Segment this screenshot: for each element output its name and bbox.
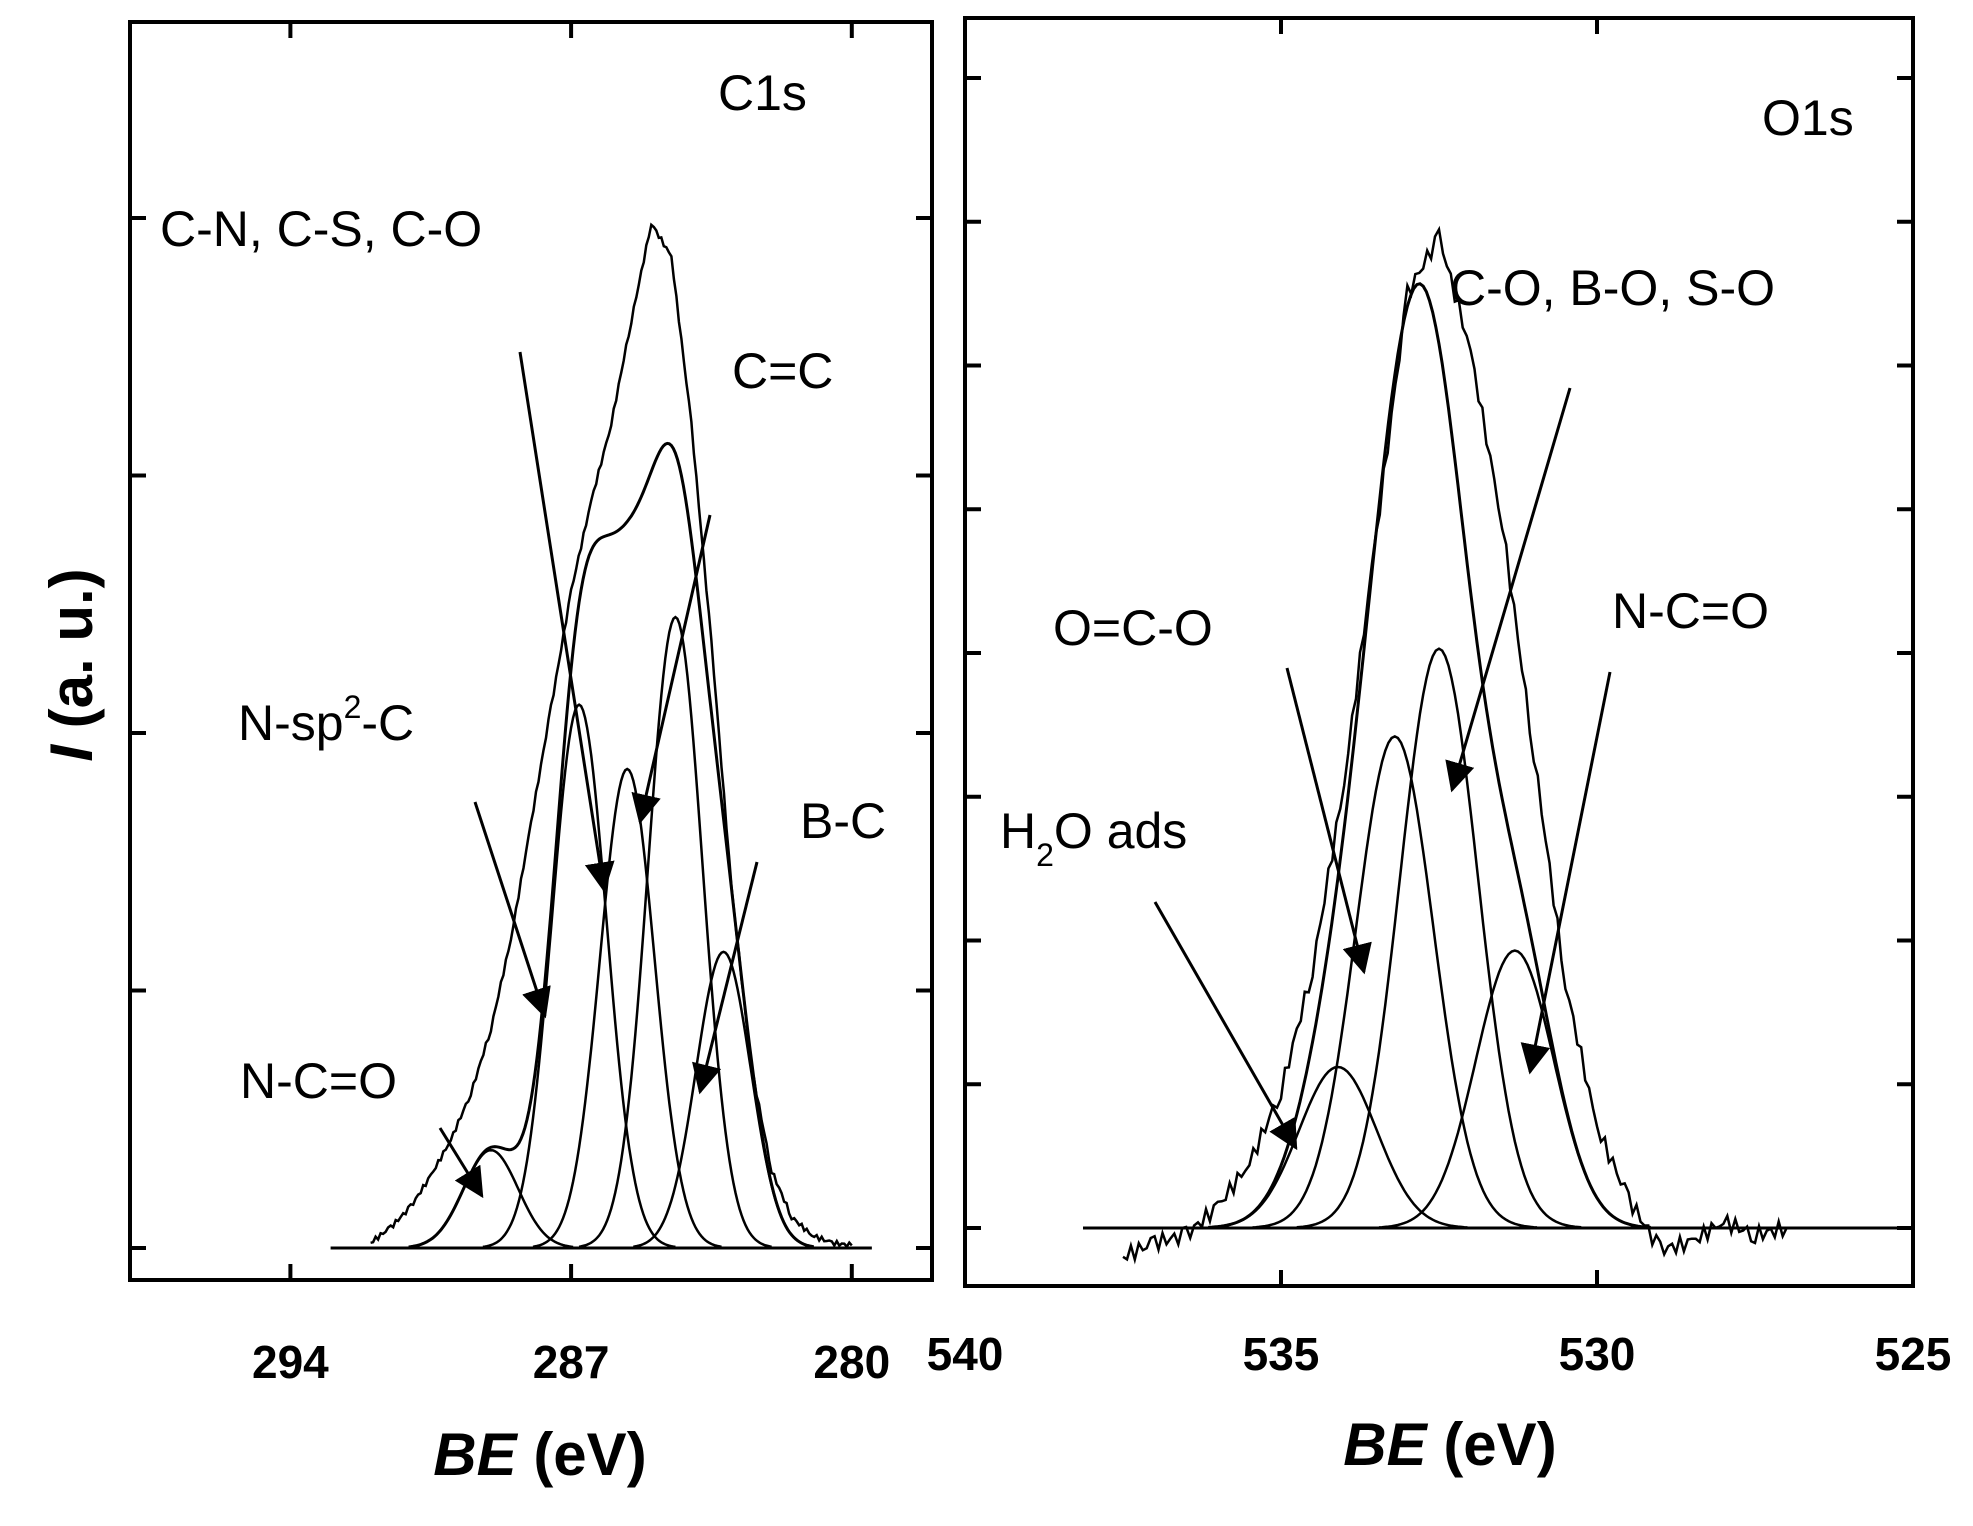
c1s-experimental-curve (370, 222, 853, 1249)
o1s-experimental-curve (1122, 225, 1788, 1265)
o1s-arrow-h2o-ads (1153, 901, 1298, 1151)
c1s-annotation-n-c-o: N-C=O (240, 1053, 397, 1109)
c1s-x-ticks (288, 22, 854, 1280)
c1s-panel-label: C1s (718, 65, 807, 121)
c1s-arrow-n-sp2-c (473, 801, 551, 1019)
c1s-x-tick-labels: 294 287 280 (252, 1336, 890, 1388)
o1s-arrow-o-c-o (1285, 667, 1372, 975)
o1s-x-ticks (963, 18, 1915, 1286)
y-axis-title: I (a. u.) (38, 568, 105, 761)
c1s-arrow-n-c-o (438, 1127, 484, 1199)
o1s-x-tick-label: 525 (1875, 1328, 1952, 1380)
o1s-panel-label: O1s (1762, 90, 1854, 146)
c1s-component-curve (532, 767, 722, 1249)
o1s-x-tick-label: 530 (1559, 1328, 1636, 1380)
c1s-annotation-c-equals-c: C=C (732, 343, 833, 399)
c1s-annotation-b-c: B-C (800, 793, 886, 849)
c1s-component-curve (408, 1148, 574, 1249)
c1s-x-tick-label: 280 (813, 1336, 890, 1388)
c1s-arrow-c-n-c-s-c-o (518, 351, 615, 893)
o1s-panel: 540 535 530 525 O1s C-O, B-O, S-O O=C-O N-C… (927, 16, 1952, 1478)
o1s-x-tick-label: 535 (1243, 1328, 1320, 1380)
c1s-panel: 294 287 280 C1s C-N, C-S, C-O C=C N-sp2-C … (128, 20, 934, 1488)
o1s-annotation-h2o-ads: H2O ads (1000, 803, 1187, 873)
o1s-x-tick-labels: 540 535 530 525 (927, 1328, 1952, 1380)
o1s-component-curve (1378, 949, 1651, 1229)
c1s-x-tick-label: 287 (533, 1336, 610, 1388)
c1s-annotation-n-sp2-c: N-sp2-C (238, 689, 414, 751)
c1s-component-curve (578, 615, 772, 1249)
o1s-envelope-curve (1208, 282, 1651, 1229)
o1s-x-tick-label: 540 (927, 1328, 1004, 1380)
o1s-component-curve (1296, 647, 1582, 1229)
c1s-curves (330, 222, 872, 1250)
o1s-arrow-n-c-o (1520, 671, 1612, 1075)
c1s-arrow-b-c (692, 861, 759, 1095)
o1s-annotation-c-o-b-o-s-o: C-O, B-O, S-O (1450, 260, 1775, 316)
c1s-component-curve (482, 703, 676, 1249)
o1s-curves (1083, 225, 1913, 1265)
c1s-arrow-c-equals-c (631, 514, 712, 825)
c1s-x-axis-title: BE (eV) (433, 1421, 646, 1488)
c1s-x-tick-label: 294 (252, 1336, 329, 1388)
o1s-component-curve (1252, 734, 1538, 1229)
o1s-x-axis-title: BE (eV) (1343, 1411, 1556, 1478)
c1s-y-ticks (130, 216, 932, 1250)
c1s-annotation-c-n-c-s-c-o: C-N, C-S, C-O (160, 201, 482, 257)
o1s-arrow-c-o-b-o-s-o (1445, 387, 1572, 793)
o1s-annotation-n-c-o: N-C=O (1612, 583, 1769, 639)
o1s-annotation-o-c-o: O=C-O (1053, 600, 1213, 656)
c1s-plot-frame (128, 20, 934, 1282)
